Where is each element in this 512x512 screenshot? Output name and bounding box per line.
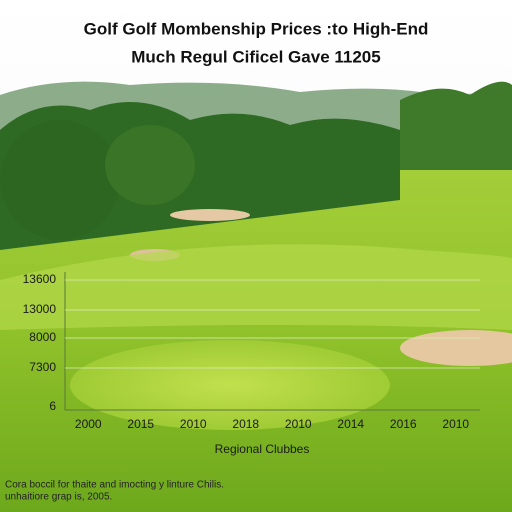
y-tick-label: 6 xyxy=(49,399,56,413)
y-tick-label: 8000 xyxy=(29,330,56,344)
x-tick-label: 2018 xyxy=(232,417,259,431)
x-tick-label: 2014 xyxy=(337,417,364,431)
footnote: Cora boccil for thaite and imocting y li… xyxy=(5,480,224,491)
y-tick-label: 7300 xyxy=(29,360,56,374)
y-tick-label: 13000 xyxy=(23,302,57,316)
x-axis-label: Regional Clubbes xyxy=(215,442,310,456)
x-tick-label: 2016 xyxy=(390,417,417,431)
x-tick-label: 2010 xyxy=(180,417,207,431)
x-tick-label: 2015 xyxy=(127,417,154,431)
x-tick-label: 2000 xyxy=(75,417,102,431)
chart-title: Golf Golf Mombenship Prices :to High-End xyxy=(84,19,429,38)
x-tick-label: 2010 xyxy=(442,417,469,431)
footnote: unhaitiore grap is, 2005. xyxy=(5,492,112,503)
y-tick-label: 13600 xyxy=(23,272,57,286)
x-tick-label: 2010 xyxy=(285,417,312,431)
chart-subtitle: Much Regul Cificel Gave 11205 xyxy=(131,47,380,66)
